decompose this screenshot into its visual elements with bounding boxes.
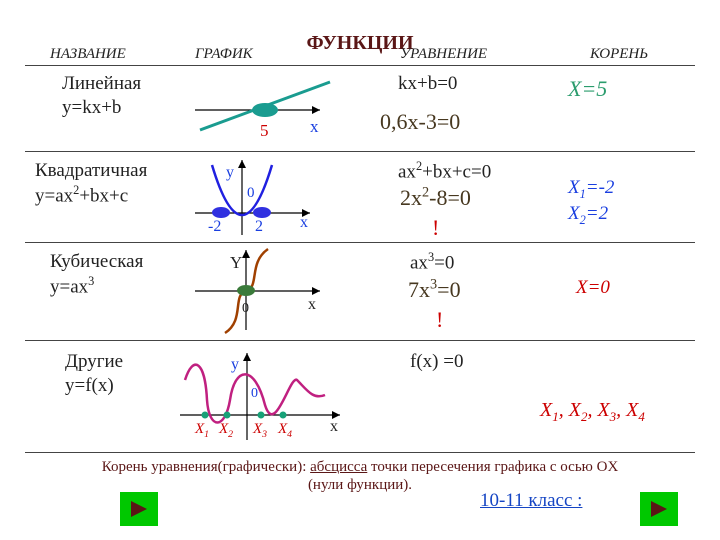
divider <box>25 452 695 453</box>
nav-next-button[interactable] <box>640 492 678 526</box>
row4-root: X1, X2, X3, X4 <box>540 398 645 425</box>
row2-root: X1=-2 X2=2 <box>568 176 614 228</box>
row2-name2a: y=ax <box>35 185 73 206</box>
divider <box>25 151 695 152</box>
root-marker-oval <box>237 285 255 296</box>
cubic-graph-svg <box>190 245 345 337</box>
row1-name2: y=kx+b <box>62 97 121 118</box>
row3-excl: ! <box>436 306 443 334</box>
footer-line2: (нули функции). <box>308 477 412 493</box>
lbl-x: x <box>308 295 316 315</box>
triangle-right-icon <box>127 497 151 521</box>
lbl-x: x <box>300 213 308 233</box>
lbl-x2: X2 <box>219 420 233 441</box>
row2-name2b: +bx+c <box>79 185 128 206</box>
label-x: x <box>310 116 319 137</box>
lbl-y: y <box>231 355 239 375</box>
row1-graph: 5 x <box>190 68 345 146</box>
row2-graph: y x 0 -2 2 <box>190 155 345 240</box>
row4-name: Другие y=f(x) <box>65 350 123 398</box>
header-root: КОРЕНЬ <box>590 46 690 63</box>
lbl-x3: X3 <box>253 420 267 441</box>
row3-eq1: ax3=0 <box>410 250 454 275</box>
lbl-m2: -2 <box>208 217 221 237</box>
lbl-2: 2 <box>255 217 263 237</box>
triangle-right-icon <box>647 497 671 521</box>
row4-eq: f(x) =0 <box>410 350 463 374</box>
class-link[interactable]: 10-11 класс : <box>480 490 582 512</box>
root-marker-oval <box>252 103 278 117</box>
header-graph: ГРАФИК <box>195 46 325 63</box>
row2-eq1: ax2+bx+c=0 <box>398 159 491 184</box>
lbl-0: 0 <box>242 300 249 318</box>
row1-root: X=5 <box>568 75 607 103</box>
lbl-x1: X1 <box>195 420 209 441</box>
footer-note: Корень уравнения(графически): абсцисса т… <box>50 458 670 494</box>
lbl-x4: X4 <box>278 420 292 441</box>
footer-b: точки пересечения графика с осью OX <box>367 459 618 475</box>
header-name: НАЗВАНИЕ <box>50 46 180 63</box>
row3-root: X=0 <box>576 276 610 300</box>
row4-graph: y x 0 X1 X2 X3 X4 <box>175 345 350 450</box>
row2-eq2: 2x2-8=0 <box>400 184 471 212</box>
footer-u: абсцисса <box>310 459 367 475</box>
divider <box>25 65 695 66</box>
row2-name1: Квадратичная <box>35 160 147 181</box>
lbl-y: y <box>226 163 234 183</box>
row1-name1: Линейная <box>62 73 141 94</box>
row3-graph: Y x 0 <box>190 245 345 337</box>
row1-eq1: kx+b=0 <box>398 72 457 96</box>
row1-name: Линейная y=kx+b <box>62 72 141 120</box>
lbl-y: Y <box>230 252 242 273</box>
footer-a: Корень уравнения(графически): <box>102 459 310 475</box>
lbl-x: x <box>330 417 338 437</box>
lbl-0: 0 <box>247 184 255 203</box>
divider <box>25 340 695 341</box>
row3-name: Кубическая y=ax3 <box>50 250 143 299</box>
label-5: 5 <box>260 120 269 141</box>
nav-prev-button[interactable] <box>120 492 158 526</box>
divider <box>25 242 695 243</box>
lbl-0: 0 <box>251 385 258 403</box>
row2-name: Квадратичная y=ax2+bx+c <box>35 159 147 208</box>
row1-eq2: 0,6x-3=0 <box>380 108 460 136</box>
row3-eq2: 7x3=0 <box>408 276 461 304</box>
row2-excl: ! <box>432 214 439 242</box>
header-equation: УРАВНЕНИЕ <box>400 46 550 63</box>
